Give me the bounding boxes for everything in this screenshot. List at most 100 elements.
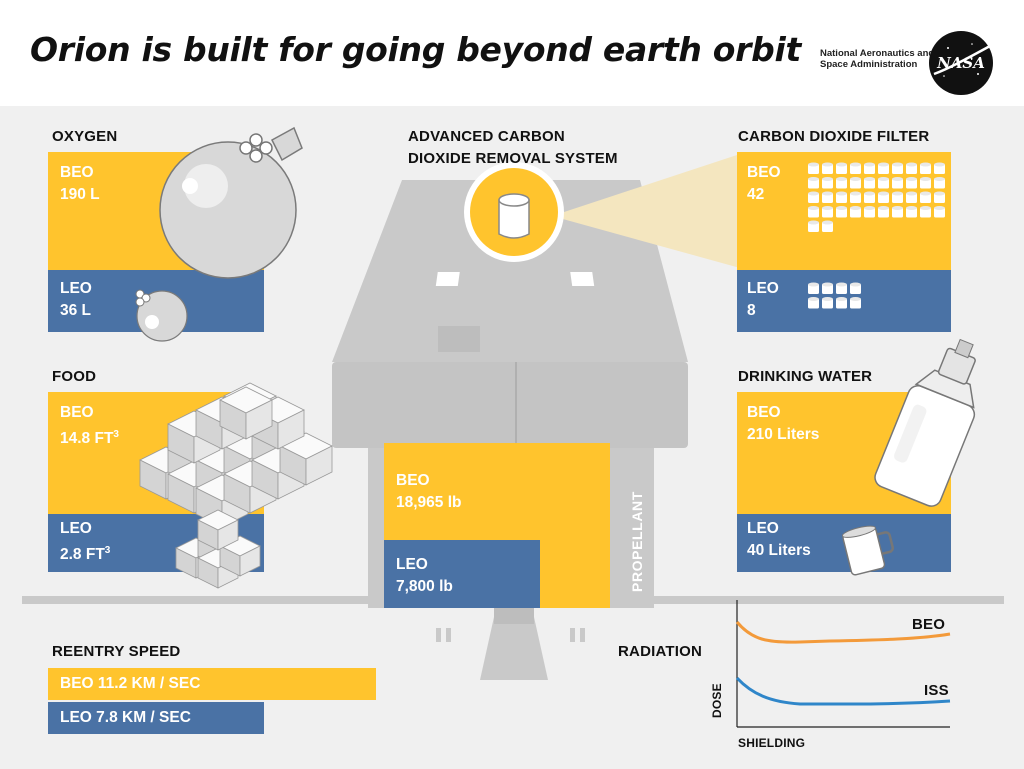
filter-canister-icon xyxy=(850,282,861,294)
filter-canister-icon xyxy=(878,206,889,218)
filter-canister-icon xyxy=(934,177,945,189)
filter-canister-icon xyxy=(850,297,861,309)
food-beo-value: 14.8 FT3 xyxy=(60,429,119,448)
filter-canister-icon xyxy=(864,177,875,189)
food-cubes-icon xyxy=(139,382,333,528)
filter-canister-icon xyxy=(878,177,889,189)
filter-canister-icon xyxy=(836,282,847,294)
propellant-beo-value: 18,965 lb xyxy=(396,494,462,511)
co2-canister-icon xyxy=(498,199,530,239)
oxygen-leo-value: 36 L xyxy=(60,302,92,319)
co2-filter-leo-value: 8 xyxy=(747,302,756,319)
filter-canister-icon xyxy=(920,206,931,218)
series-iss-label: ISS xyxy=(924,682,949,699)
filter-canister-icon xyxy=(934,206,945,218)
filter-canister-icon xyxy=(822,162,833,174)
radiation-x-label: SHIELDING xyxy=(738,736,806,750)
filter-canister-icon xyxy=(822,191,833,203)
filter-canister-icon xyxy=(822,206,833,218)
reentry-label: REENTRY SPEED xyxy=(52,643,181,660)
filter-canister-icon xyxy=(836,297,847,309)
filter-canister-icon xyxy=(836,206,847,218)
capsule-shoulder xyxy=(332,362,688,448)
oxygen-tank-small-icon xyxy=(135,289,188,342)
filter-canister-icon xyxy=(822,177,833,189)
radiation-y-label: DOSE xyxy=(710,683,724,718)
filter-canister-icon xyxy=(906,206,917,218)
filter-canister-icon xyxy=(892,206,903,218)
propellant-leo-tag: LEO xyxy=(396,556,428,573)
filter-canister-icon xyxy=(850,162,861,174)
filter-canister-icon xyxy=(808,297,819,309)
radiation-chart xyxy=(735,600,951,728)
filter-canister-icon xyxy=(808,220,819,232)
co2-filter-beo-tag: BEO xyxy=(747,164,781,181)
filter-canister-icon xyxy=(850,206,861,218)
agency-name-line2: Space Administration xyxy=(820,59,918,70)
series-beo-line xyxy=(735,621,951,644)
filter-canister-icon xyxy=(808,191,819,203)
filter-canister-icon xyxy=(822,282,833,294)
filter-canister-icon xyxy=(920,177,931,189)
filter-canister-icon xyxy=(808,282,819,294)
filter-canister-icon xyxy=(864,206,875,218)
propellant-leo-value: 7,800 lb xyxy=(396,578,453,595)
oxygen-beo-value: 190 L xyxy=(60,186,100,203)
food-cube-icon xyxy=(197,509,239,551)
water-beo-value: 210 Liters xyxy=(747,426,820,443)
water-beo-tag: BEO xyxy=(747,404,781,421)
propellant-leo-bar xyxy=(384,540,540,608)
food-cube-icon xyxy=(219,386,273,440)
series-beo-label: BEO xyxy=(912,616,946,633)
filter-canister-icon xyxy=(836,177,847,189)
filter-canister-icon xyxy=(822,297,833,309)
food-cubes-small-icon xyxy=(175,509,261,589)
filter-canister-icon xyxy=(808,206,819,218)
reentry-leo-text: LEO 7.8 KM / SEC xyxy=(60,709,191,726)
food-beo-tag: BEO xyxy=(60,404,94,421)
filter-canister-icon xyxy=(850,177,861,189)
oxygen-label: OXYGEN xyxy=(52,128,118,145)
food-leo-value: 2.8 FT3 xyxy=(60,545,111,564)
co2-filter-leo-tag: LEO xyxy=(747,280,779,297)
agency-name: National Aeronautics and Space Administr… xyxy=(820,48,934,70)
water-mug-icon xyxy=(841,525,894,576)
filter-canister-icon xyxy=(906,177,917,189)
reentry-leo-bar xyxy=(48,702,264,734)
filter-canister-icon xyxy=(878,162,889,174)
docking-hatch xyxy=(438,326,480,352)
page-title: Orion is built for going beyond earth or… xyxy=(30,30,801,69)
filter-canister-icon xyxy=(864,162,875,174)
filter-canister-icon xyxy=(836,191,847,203)
header xyxy=(0,0,1024,106)
filter-canister-icon xyxy=(836,162,847,174)
co2-filter-beo-icons xyxy=(808,162,945,232)
filter-canister-icon xyxy=(920,191,931,203)
water-tank-icon xyxy=(874,338,976,507)
filter-canister-icon xyxy=(934,162,945,174)
filter-canister-icon xyxy=(906,191,917,203)
filter-canister-icon xyxy=(906,162,917,174)
series-iss-line xyxy=(735,676,951,706)
reentry-beo-bar xyxy=(48,668,376,700)
oxygen-beo-tag: BEO xyxy=(60,164,94,181)
filter-canister-icon xyxy=(822,220,833,232)
radiation-label: RADIATION xyxy=(618,643,703,660)
co2-filter-label: CARBON DIOXIDE FILTER xyxy=(738,128,930,145)
filter-canister-icon xyxy=(892,162,903,174)
co2-filter-leo-icons xyxy=(808,282,861,309)
propellant-beo-tag: BEO xyxy=(396,472,430,489)
co2-system-label-line2: DIOXIDE REMOVAL SYSTEM xyxy=(408,150,618,167)
filter-canister-icon xyxy=(892,191,903,203)
svg-text:NASA: NASA xyxy=(936,54,985,72)
engine-nozzle xyxy=(480,608,548,680)
nasa-logo: NASA xyxy=(929,31,993,95)
filter-canister-icon xyxy=(934,191,945,203)
water-leo-tag: LEO xyxy=(747,520,779,537)
co2-beam xyxy=(552,154,740,268)
filter-canister-icon xyxy=(878,191,889,203)
agency-name-line1: National Aeronautics and xyxy=(820,48,935,59)
food-label: FOOD xyxy=(52,368,97,385)
filter-canister-icon xyxy=(920,162,931,174)
